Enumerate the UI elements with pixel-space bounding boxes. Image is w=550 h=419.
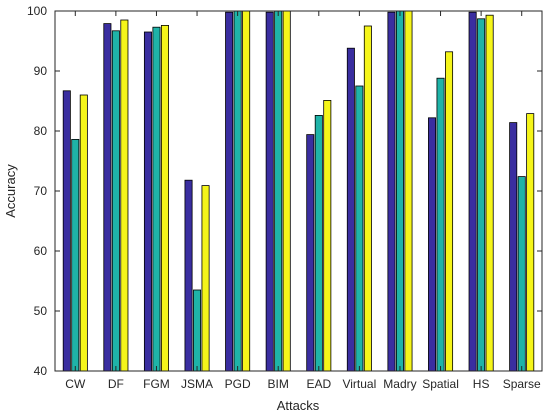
y-tick-label: 70 [34, 184, 48, 198]
x-tick-label: Virtual [342, 377, 376, 391]
bar-sparse-series-3 [526, 113, 535, 372]
bar-virtual-series-2 [355, 85, 364, 372]
bar-ead-series-1 [306, 134, 315, 372]
y-axis: 40 50 60 70 80 90 100 [27, 4, 542, 378]
plot-area [55, 11, 542, 371]
bar-virtual-series-1 [346, 47, 355, 372]
bar-fgm-series-2 [152, 26, 161, 372]
bar-sparse-series-1 [509, 122, 518, 372]
x-tick-label: HS [473, 377, 490, 391]
y-tick-label: 40 [34, 364, 48, 378]
x-tick-label: EAD [306, 377, 331, 391]
bar-pgd-series-3 [242, 10, 251, 372]
bar-bim-series-2 [274, 10, 283, 372]
bar-pgd-series-1 [225, 11, 234, 372]
bar-df-series-2 [111, 30, 120, 372]
bar-spatial-series-2 [436, 77, 445, 372]
bar-cw-series-2 [71, 138, 80, 372]
bar-sparse-series-2 [517, 176, 526, 372]
bar-hs-series-3 [485, 14, 494, 372]
bar-spatial-series-1 [428, 117, 437, 372]
y-tick-label: 90 [34, 64, 48, 78]
bar-df-series-3 [120, 19, 129, 372]
x-tick-label: PGD [225, 377, 251, 391]
bar-ead-series-3 [323, 100, 332, 372]
bar-jsma-series-1 [184, 179, 193, 372]
bar-jsma-series-2 [193, 289, 202, 372]
y-tick-label: 100 [27, 4, 47, 18]
bar-ead-series-2 [314, 115, 323, 372]
bar-virtual-series-3 [363, 25, 372, 372]
bar-fgm-series-3 [160, 24, 169, 372]
x-tick-label: Sparse [503, 377, 541, 391]
x-tick-label: Spatial [422, 377, 459, 391]
bar-bim-series-1 [265, 11, 274, 372]
bar-hs-series-2 [477, 18, 486, 372]
bar-hs-series-1 [468, 11, 477, 372]
bar-fgm-series-1 [143, 31, 152, 372]
bar-spatial-series-3 [445, 51, 454, 372]
bar-madry-series-3 [404, 10, 413, 372]
bar-pgd-series-2 [233, 10, 242, 372]
x-tick-label: DF [108, 377, 124, 391]
x-tick-label: BIM [268, 377, 289, 391]
bar-jsma-series-3 [201, 185, 210, 372]
y-tick-label: 50 [34, 304, 48, 318]
x-tick-label: FGM [143, 377, 170, 391]
bar-madry-series-1 [387, 11, 396, 372]
y-tick-label: 60 [34, 244, 48, 258]
bar-madry-series-2 [395, 10, 404, 372]
x-axis: CW DF FGM JSMA PGD BIM EAD Virtual Madry Spatial H… [65, 11, 541, 391]
y-tick-label: 80 [34, 124, 48, 138]
bar-cw-series-1 [62, 90, 71, 372]
x-tick-label: CW [65, 377, 86, 391]
bar-bim-series-3 [282, 10, 291, 372]
y-axis-title: Accuracy [3, 164, 18, 218]
bar-df-series-1 [103, 23, 112, 372]
x-axis-title: Attacks [277, 398, 320, 413]
x-tick-label: JSMA [181, 377, 213, 391]
x-tick-label: Madry [383, 377, 416, 391]
bar-cw-series-3 [79, 94, 88, 372]
